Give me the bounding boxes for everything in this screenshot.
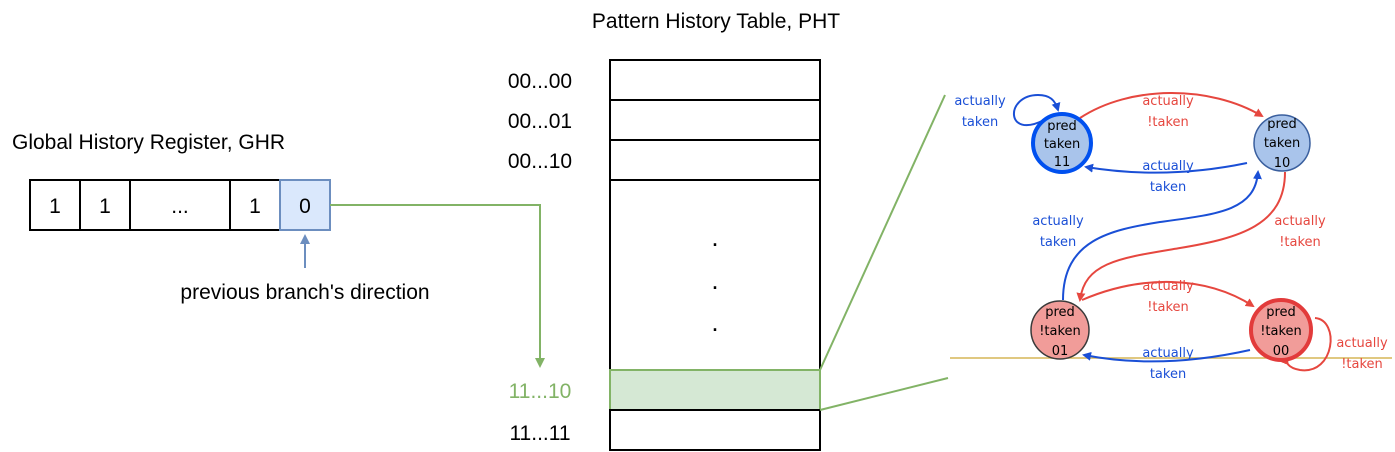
state-00-line1: pred xyxy=(1266,305,1296,320)
transition-self-11 xyxy=(1013,93,1061,127)
ghr-cell-4 xyxy=(279,179,331,231)
ghr-cell-text-2: ... xyxy=(171,195,189,218)
state-11: pred taken 11 xyxy=(1031,112,1093,174)
transition-01-to-00 xyxy=(1081,281,1255,308)
zoom-line-top xyxy=(819,94,946,371)
label-11-10-b: !taken xyxy=(1147,115,1189,130)
pht-row-1 xyxy=(609,99,821,141)
zoom-line-bottom xyxy=(819,377,949,411)
label-self11-b: taken xyxy=(962,115,998,130)
pht-row-gap xyxy=(609,179,821,371)
state-01: pred !taken 01 xyxy=(1030,300,1090,360)
pht-row-0 xyxy=(609,59,821,101)
pht-row-last xyxy=(609,409,821,451)
label-11-10-a: actually xyxy=(1142,94,1194,109)
ghr-title: Global History Register, GHR xyxy=(12,131,285,154)
pht-row-label-0: 00...00 xyxy=(508,70,572,93)
label-01-10-b: taken xyxy=(1040,235,1076,250)
pht-ellipsis-2: . xyxy=(711,265,718,295)
state-01-line2: !taken xyxy=(1039,324,1081,339)
ghr-cell-text-0: 1 xyxy=(49,195,61,218)
state-10-line2: taken xyxy=(1264,136,1300,151)
label-10-01-b: !taken xyxy=(1279,235,1321,250)
pht-row-label-last: 11...11 xyxy=(509,422,570,445)
ghr-cell-1 xyxy=(79,179,131,231)
label-00-01-a: actually xyxy=(1142,346,1194,361)
pht-row-label-highlighted: 11...10 xyxy=(509,380,572,403)
state-00: pred !taken 00 xyxy=(1249,298,1313,362)
pht-ellipsis-3: . xyxy=(711,307,718,337)
state-11-line3: 11 xyxy=(1054,155,1071,170)
transition-self-00 xyxy=(1280,317,1332,372)
label-01-00-a: actually xyxy=(1142,279,1194,294)
label-10-11-a: actually xyxy=(1142,159,1194,174)
state-01-line1: pred xyxy=(1045,305,1075,320)
pht-row-label-1: 00...01 xyxy=(508,110,572,133)
label-00-01-b: taken xyxy=(1150,367,1186,382)
pht-table xyxy=(609,59,821,451)
transition-10-to-11 xyxy=(1084,162,1248,174)
label-self00-a: actually xyxy=(1336,336,1388,351)
ghr-cell-text-1: 1 xyxy=(99,195,111,218)
pht-title: Pattern History Table, PHT xyxy=(592,10,840,33)
pht-ellipsis-1: . xyxy=(711,222,718,252)
ghr-cell-text-4: 0 xyxy=(299,195,311,218)
state-10-line3: 10 xyxy=(1274,156,1291,171)
pht-row-label-2: 00...10 xyxy=(508,150,572,173)
transition-11-to-10 xyxy=(1079,92,1264,119)
label-10-11-b: taken xyxy=(1150,180,1186,195)
ghr-cell-3 xyxy=(229,179,281,231)
ghr-register xyxy=(29,179,331,231)
label-01-00-b: !taken xyxy=(1147,300,1189,315)
label-self11-a: actually xyxy=(954,94,1006,109)
state-11-line2: taken xyxy=(1044,137,1080,152)
state-10: pred taken 10 xyxy=(1253,114,1311,172)
label-10-01-a: actually xyxy=(1274,214,1326,229)
state-00-line2: !taken xyxy=(1260,324,1302,339)
state-11-line1: pred xyxy=(1047,119,1077,134)
index-connector-arrow xyxy=(330,204,545,368)
label-self00-b: !taken xyxy=(1341,357,1383,372)
pht-row-2 xyxy=(609,139,821,181)
state-00-line3: 00 xyxy=(1273,344,1290,359)
ghr-annotation: previous branch's direction xyxy=(180,281,429,304)
label-01-10-a: actually xyxy=(1032,214,1084,229)
ghr-cell-text-3: 1 xyxy=(249,195,261,218)
transition-10-to-01 xyxy=(1076,171,1286,302)
state-01-line3: 01 xyxy=(1052,344,1069,359)
state-10-line1: pred xyxy=(1267,117,1297,132)
transition-00-to-01 xyxy=(1082,349,1251,363)
transition-01-to-10 xyxy=(1062,170,1262,301)
ghr-cell-0 xyxy=(29,179,81,231)
pht-row-highlighted xyxy=(609,369,821,411)
